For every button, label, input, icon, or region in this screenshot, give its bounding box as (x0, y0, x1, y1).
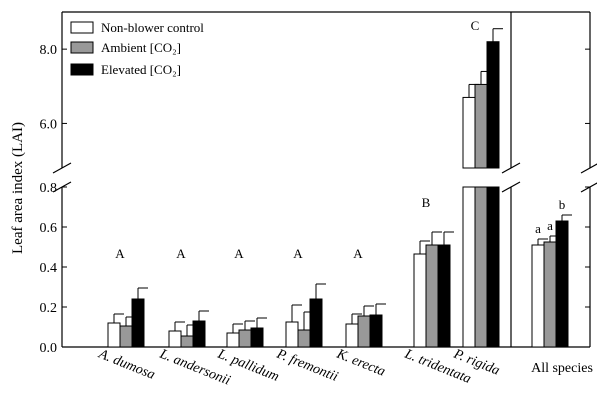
legend-swatch (70, 63, 94, 76)
category-label: K. erecta (334, 346, 388, 379)
bars-layer (107, 41, 569, 348)
bar (285, 321, 299, 348)
bar (226, 332, 240, 348)
legend-label: Elevated [CO₂] (101, 62, 181, 77)
error-bars-layer (113, 28, 572, 336)
bar (543, 241, 557, 348)
significance-letter: a (547, 218, 553, 233)
y-tick-label: 0.6 (40, 221, 58, 236)
bar (531, 244, 545, 348)
y-tick-label: 0.0 (40, 341, 58, 356)
bar (555, 220, 569, 348)
bar (297, 329, 311, 348)
bar (250, 327, 264, 348)
bar (131, 298, 145, 348)
bar (345, 323, 359, 348)
significance-letter: A (115, 246, 125, 261)
bar (107, 322, 121, 348)
axis-break-mark (52, 162, 72, 174)
significance-letter: a (535, 221, 541, 236)
category-label: P. fremontii (274, 346, 341, 385)
bar (462, 96, 476, 169)
axis-break-mark (501, 162, 521, 174)
bar (168, 330, 182, 348)
bar (425, 244, 439, 348)
y-tick-label: 0.8 (40, 181, 58, 196)
y-tick-label: 6.0 (40, 117, 58, 132)
significance-letter: B (422, 195, 431, 210)
significance-letter: b (559, 197, 566, 212)
bar (474, 186, 488, 348)
legend: Non-blower control Ambient [CO₂] Elevated … (70, 20, 204, 77)
significance-letter: C (471, 18, 480, 33)
legend-swatch (70, 21, 94, 34)
bar (309, 298, 323, 348)
significance-letter: A (293, 246, 303, 261)
bar (119, 325, 133, 348)
bar (238, 329, 252, 348)
significance-letter: A (234, 246, 244, 261)
bar (413, 253, 427, 348)
legend-label: Non-blower control (101, 20, 204, 35)
y-axis-title: Leaf area index (LAI) (10, 122, 26, 254)
bar (474, 83, 488, 169)
axis-break-mark (580, 163, 597, 174)
category-label: A. dumosa (96, 346, 157, 382)
bar (369, 314, 383, 348)
y-tick-label: 0.2 (40, 301, 58, 316)
legend-label: Ambient [CO₂] (101, 40, 181, 55)
axis-break-mark (501, 181, 521, 193)
bar (486, 186, 500, 348)
significance-letter: A (176, 246, 186, 261)
bar (462, 186, 476, 348)
axis-ticks-layer: 0.0 0.2 0.4 0.6 0.8 6.0 8.0 (40, 43, 590, 356)
bar (486, 41, 500, 169)
bar (437, 244, 451, 348)
y-tick-label: 0.4 (40, 261, 58, 276)
bar (180, 335, 194, 348)
significance-letter: A (353, 246, 363, 261)
category-label: All species (531, 361, 593, 376)
legend-swatch (70, 41, 94, 54)
bar (357, 315, 371, 348)
y-tick-label: 8.0 (40, 43, 58, 58)
